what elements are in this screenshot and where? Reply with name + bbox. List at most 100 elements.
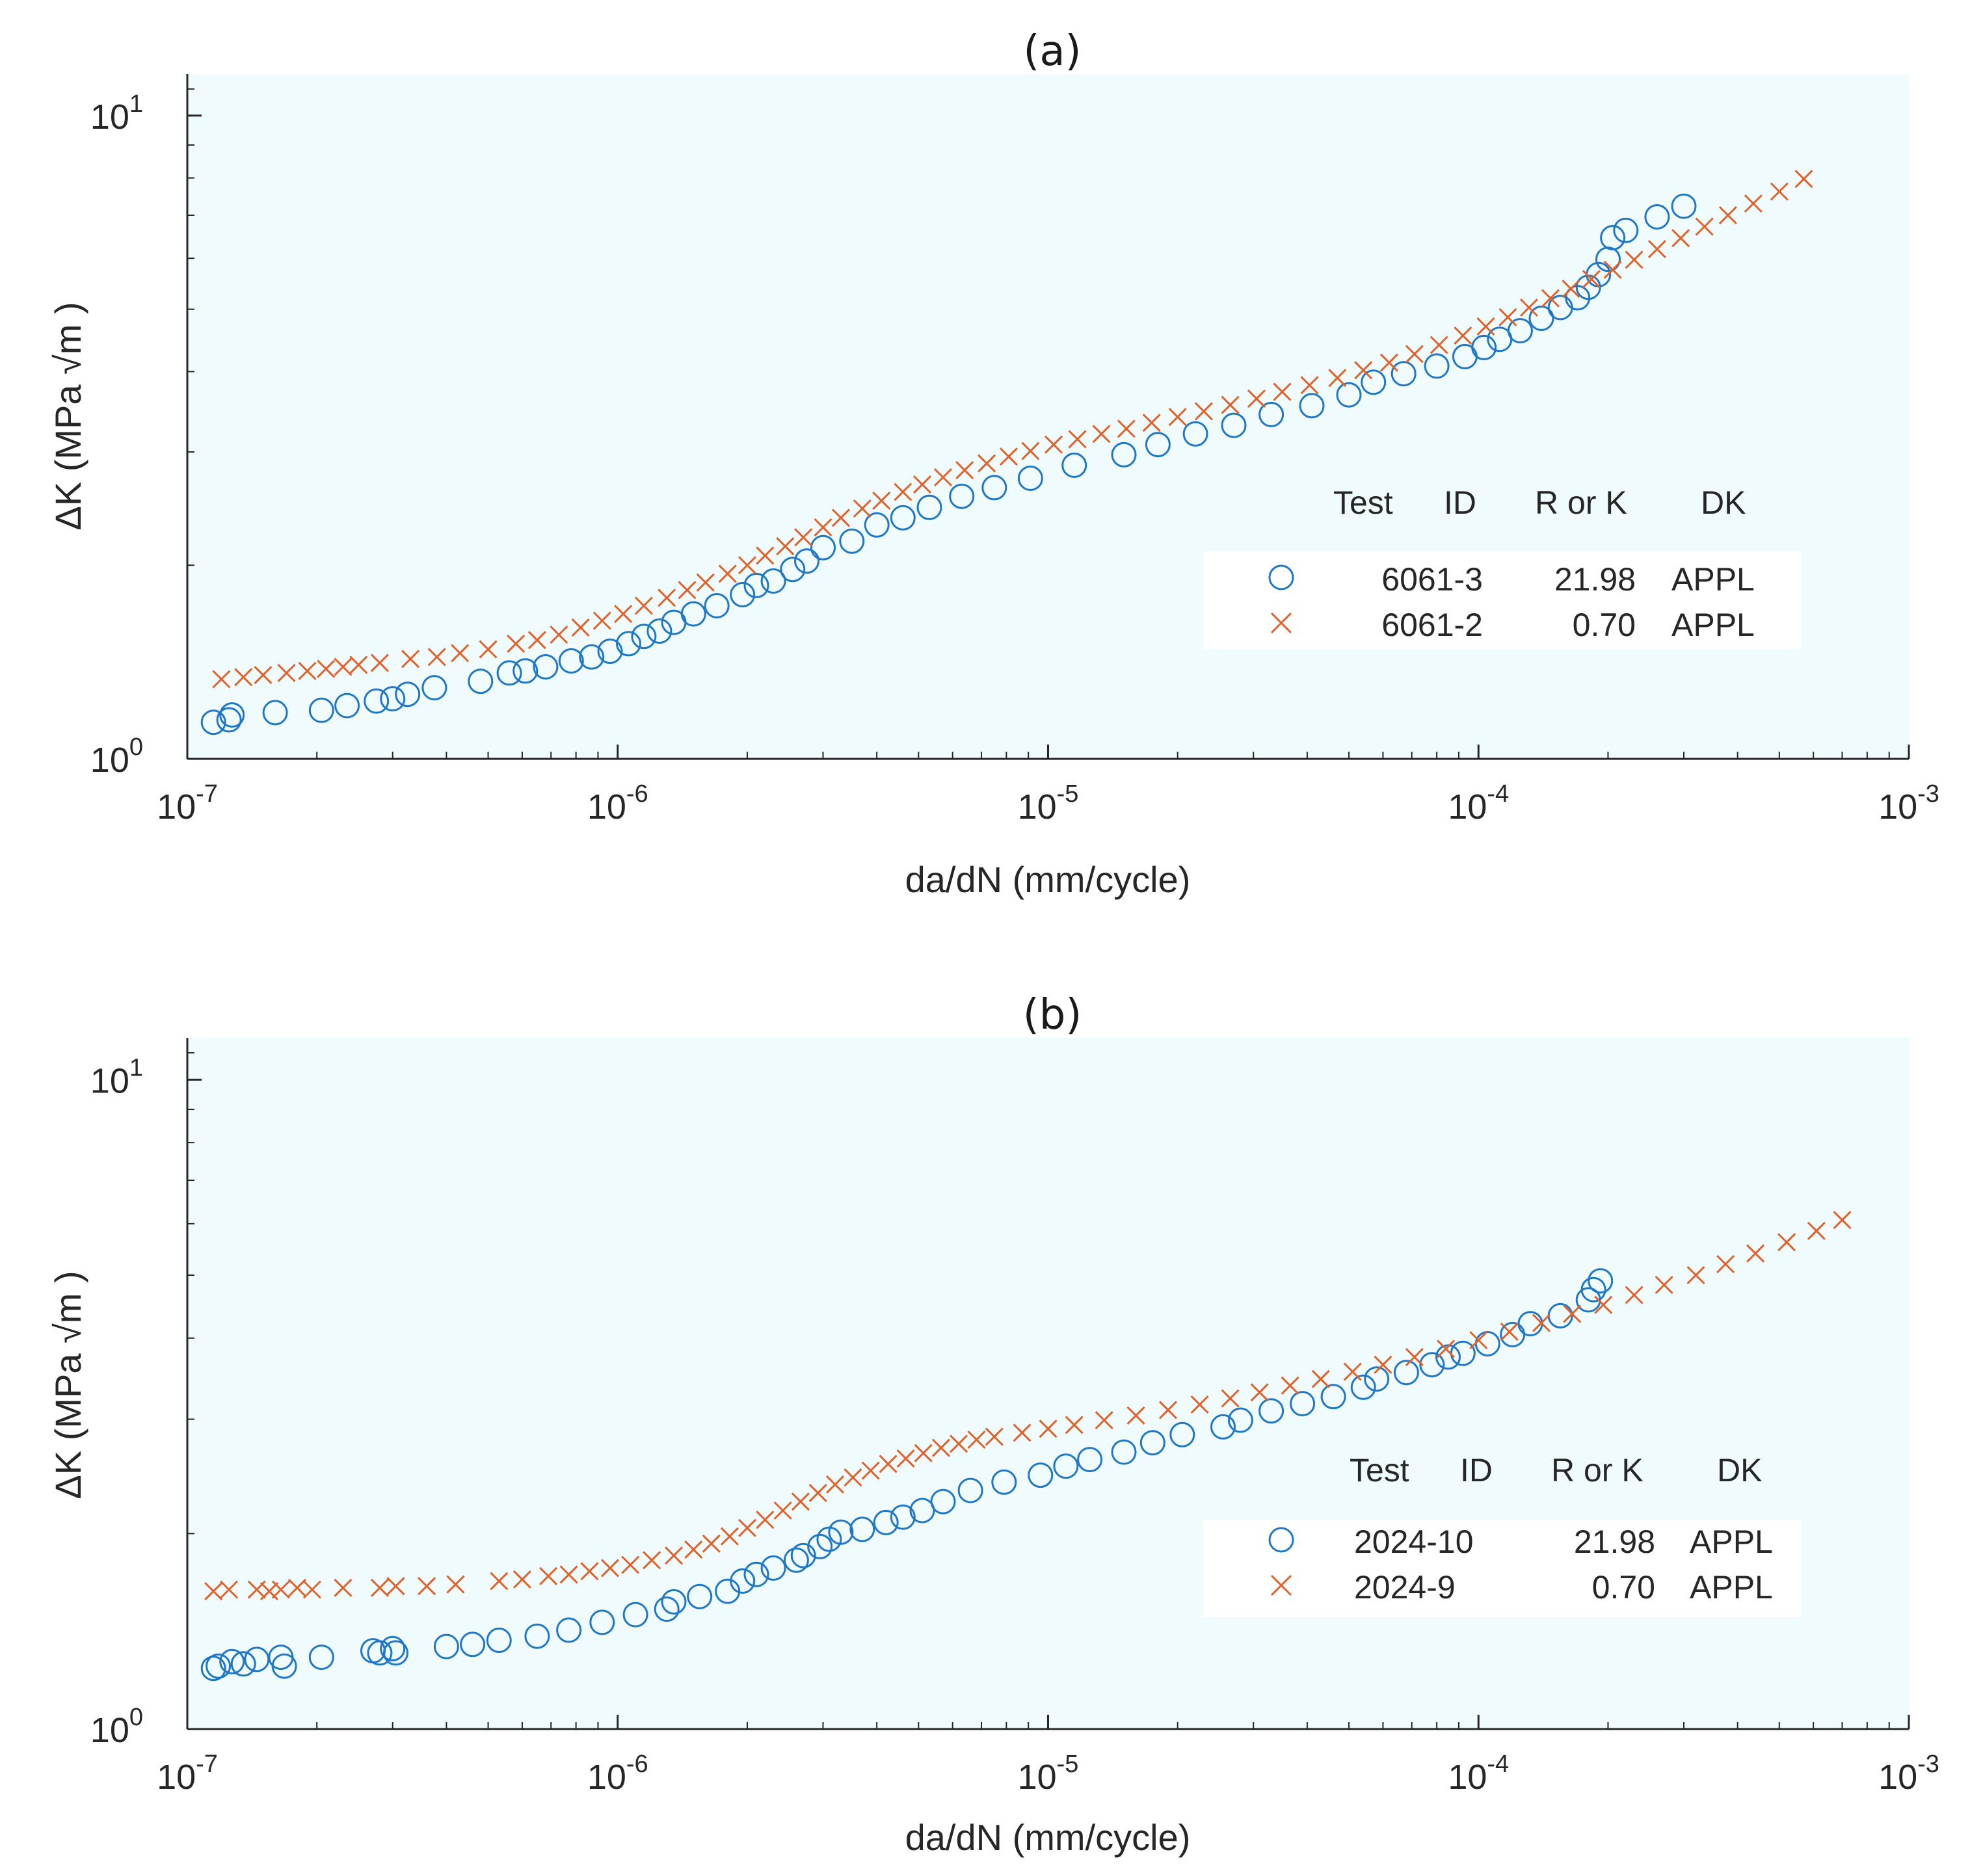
- data-point-x: [756, 546, 775, 565]
- data-point-x: [950, 1434, 968, 1453]
- data-point-x: [1625, 250, 1644, 269]
- data-point-x: [1430, 336, 1448, 354]
- data-point-x: [1374, 1355, 1392, 1374]
- data-point-x: [967, 1430, 986, 1449]
- data-point-x: [317, 659, 336, 678]
- data-point-x: [334, 1578, 353, 1597]
- data-point-x: [277, 663, 296, 682]
- data-point-circle: [646, 618, 672, 644]
- data-point-x: [776, 537, 795, 556]
- data-point-x: [914, 1444, 933, 1462]
- data-point-x: [451, 644, 470, 663]
- data-point-circle: [308, 697, 334, 723]
- x-tick-label: 10-3: [1878, 780, 1939, 826]
- data-point-circle: [864, 512, 890, 538]
- data-point-circle: [334, 693, 360, 719]
- legend-marker-x: [1270, 612, 1292, 634]
- data-point-circle: [1644, 204, 1670, 230]
- data-point-x: [1647, 240, 1666, 259]
- data-point-circle: [486, 1628, 512, 1653]
- legend-marker-circle: [1268, 564, 1294, 590]
- data-point-x: [814, 518, 832, 537]
- data-points: [200, 1211, 1852, 1682]
- data-point-x: [684, 1540, 703, 1559]
- data-point-x: [658, 588, 676, 607]
- data-point-x: [220, 1580, 239, 1599]
- data-point-circle: [1182, 421, 1208, 447]
- data-point-circle: [1671, 193, 1697, 219]
- data-point-x: [1247, 390, 1266, 408]
- data-point-x: [1833, 1211, 1852, 1230]
- data-point-x: [1625, 1286, 1644, 1304]
- data-point-circle: [556, 1617, 582, 1643]
- data-point-circle: [1528, 306, 1554, 331]
- data-point-circle: [1507, 318, 1533, 344]
- data-point-x: [718, 564, 737, 583]
- data-point-circle: [849, 1516, 875, 1542]
- x-tick-label: 10-5: [1018, 1750, 1079, 1797]
- data-point-x: [1354, 361, 1373, 380]
- data-point-x: [831, 509, 850, 527]
- data-point-circle: [1053, 1453, 1079, 1479]
- data-point-circle: [1111, 442, 1137, 468]
- data-point-x: [271, 1580, 290, 1599]
- data-point-x: [1777, 1233, 1796, 1252]
- data-point-x: [1794, 170, 1813, 189]
- data-point-circle: [524, 1623, 550, 1649]
- data-point-x: [1519, 298, 1538, 317]
- data-point-x: [1221, 1389, 1240, 1408]
- x-tick-label: 10-7: [157, 780, 218, 826]
- data-point-circle: [687, 1583, 713, 1609]
- data-point-x: [1744, 194, 1763, 213]
- data-point-x: [1281, 1376, 1299, 1395]
- data-point-circle: [780, 557, 806, 583]
- data-point-x: [1250, 1383, 1269, 1402]
- data-point-circle: [1336, 382, 1362, 408]
- data-point-x: [1718, 205, 1737, 225]
- data-point-x: [1671, 229, 1690, 248]
- data-point-x: [861, 1461, 880, 1480]
- data-point-x: [1158, 1401, 1178, 1420]
- data-point-circle: [1393, 1360, 1419, 1386]
- data-point-x: [1695, 217, 1714, 236]
- data-point-x: [1065, 1416, 1084, 1434]
- data-point-x: [287, 1578, 306, 1597]
- data-point-x: [825, 1475, 845, 1494]
- data-point-circle: [206, 1653, 232, 1679]
- data-point-x: [720, 1527, 739, 1546]
- data-point-x: [1168, 408, 1187, 427]
- x-tick-label: 10-3: [1878, 1750, 1939, 1797]
- data-point-x: [1142, 414, 1161, 432]
- data-point-x: [1311, 1369, 1330, 1388]
- data-point-circle: [364, 688, 390, 714]
- data-point-x: [1603, 260, 1622, 279]
- data-point-circle: [981, 475, 1007, 501]
- data-point-x: [678, 581, 697, 600]
- data-point-circle: [558, 648, 584, 674]
- data-point-circle: [433, 1633, 459, 1659]
- data-point-circle: [468, 668, 494, 694]
- data-point-circle: [219, 1648, 245, 1674]
- x-tick-label: 10-6: [587, 780, 648, 826]
- data-point-x: [1190, 1395, 1209, 1414]
- x-tick-label: 10-7: [157, 1750, 218, 1797]
- data-point-circle: [1613, 217, 1639, 243]
- chart-panel-a: (a) Test ID R or K DK 6061-3 21.98 APPL …: [47, 27, 1939, 900]
- data-point-x: [204, 1582, 223, 1601]
- data-point-x: [1469, 1330, 1488, 1350]
- legend-entry-id: 6061-3: [1381, 561, 1483, 598]
- data-point-circle: [1299, 393, 1325, 419]
- y-tick-label: 100: [90, 1704, 143, 1750]
- data-point-circle: [794, 548, 819, 574]
- data-point-circle: [395, 681, 421, 707]
- plot-area: [187, 1038, 1909, 1729]
- data-point-circle: [680, 601, 706, 627]
- data-point-circle: [1290, 1391, 1316, 1417]
- data-point-circle: [790, 1542, 816, 1568]
- data-point-circle: [616, 631, 641, 657]
- data-point-circle: [873, 1509, 899, 1535]
- y-axis-label: ΔK (MPa √m ): [47, 1271, 88, 1499]
- data-point-circle: [715, 1578, 741, 1604]
- legend-entry-rk: 0.70: [1573, 607, 1636, 643]
